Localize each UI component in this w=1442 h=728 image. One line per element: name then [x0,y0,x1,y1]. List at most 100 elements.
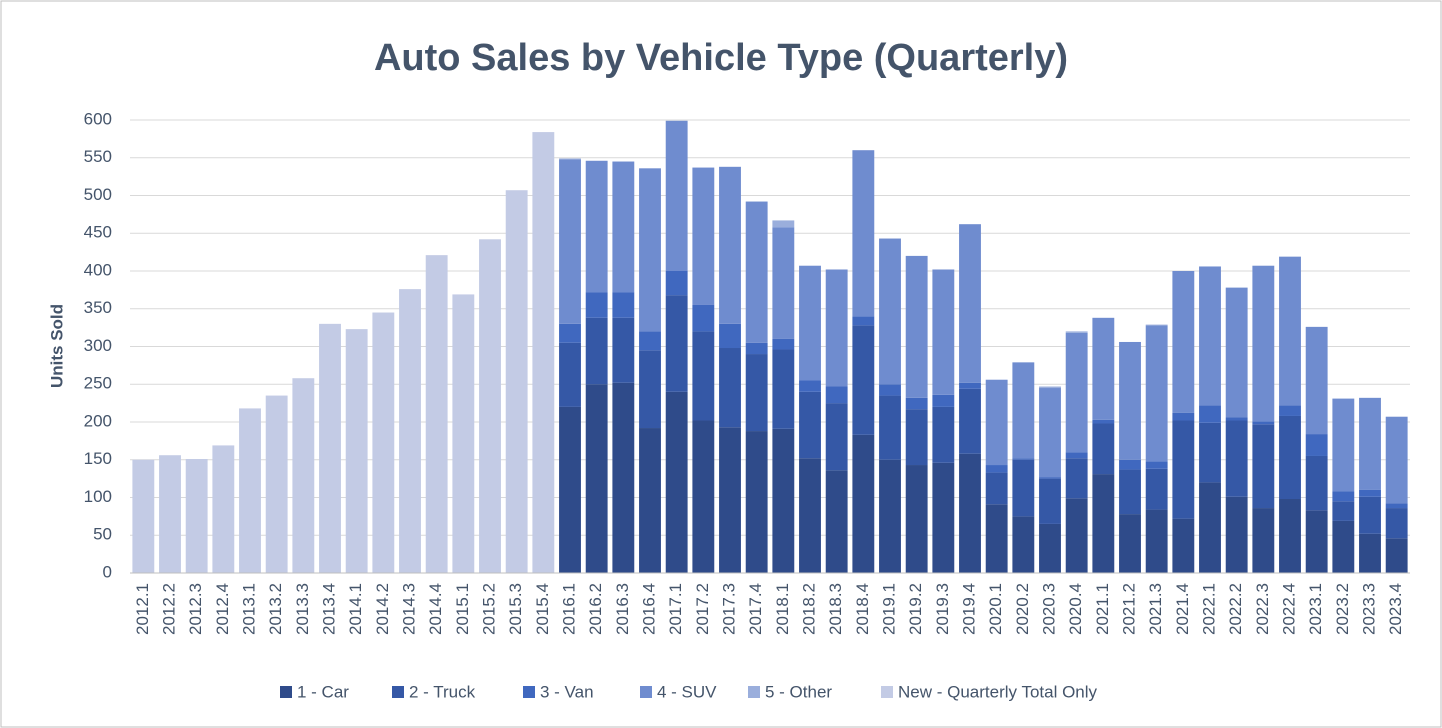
bar-segment [1279,405,1301,416]
bar-segment [612,292,635,318]
bar-segment [1172,518,1195,573]
bar-segment [1332,520,1355,573]
x-tick-label: 2013.2 [266,583,285,635]
x-tick-label: 2017.1 [666,583,685,635]
bar-segment [1145,468,1168,510]
bar-segment [959,382,981,389]
bar-segment [479,239,501,574]
bar-segment [852,434,875,573]
bar-segment [772,428,795,573]
x-tick-label: 2015.4 [533,583,552,635]
x-tick-label: 2012.4 [213,583,232,635]
y-tick-label: 0 [103,562,112,581]
x-tick-label: 2016.2 [586,583,605,635]
bar-segment [1065,331,1088,333]
bar-segment [719,166,741,324]
bar-segment [559,158,581,160]
bar-segment [1252,508,1275,573]
x-tick-label: 2016.3 [613,583,632,635]
bar-segment [1252,421,1275,425]
y-tick-label: 50 [93,525,112,544]
x-tick-label: 2013.3 [293,583,312,635]
bar-segment [985,465,1008,473]
bar-segment [719,348,741,428]
bar-segment [879,384,901,396]
y-tick-label: 500 [84,185,112,204]
bar-segment [1065,332,1088,453]
y-tick-label: 150 [84,449,112,468]
bar-segment [1012,459,1035,517]
bar-segment [719,323,741,349]
legend-label: 2 - Truck [409,682,476,701]
bar-segment [559,342,581,407]
legend-swatch [523,686,535,698]
bar-segment [612,382,635,573]
bar-segment [1359,496,1381,534]
bar-segment [799,391,821,459]
bar-segment [1119,514,1141,573]
bar-segment [745,431,768,573]
x-tick-label: 2014.1 [346,583,365,635]
bar-segment [1065,498,1088,573]
bar-segment [1332,398,1355,492]
bar-segment [799,265,821,381]
bar-segment [585,160,608,293]
x-tick-label: 2018.4 [853,583,872,635]
bar-segment [1039,478,1061,524]
x-tick-label: 2016.1 [559,583,578,635]
x-tick-label: 2015.2 [479,583,498,635]
x-tick-label: 2023.4 [1386,583,1405,635]
bar-segment [1065,458,1088,499]
bar-segment [1359,489,1381,497]
x-tick-label: 2022.4 [1279,583,1298,635]
chart-title: Auto Sales by Vehicle Type (Quarterly) [374,37,1068,79]
x-tick-label: 2018.1 [773,583,792,635]
bar-segment [745,201,768,343]
bar-segment [825,269,848,387]
x-tick-label: 2014.2 [373,583,392,635]
x-tick-label: 2017.4 [746,583,765,635]
bar-segment [372,312,395,573]
x-tick-label: 2021.3 [1146,583,1165,635]
bar-segment [345,329,368,573]
y-tick-label: 300 [84,336,112,355]
bar-segment [745,354,768,432]
x-tick-label: 2014.3 [399,583,418,635]
bar-segment [159,455,181,573]
y-axis-title: Units Sold [47,304,66,388]
bar-segment [1305,434,1328,456]
bar-segment [905,255,928,398]
x-tick-label: 2022.1 [1199,583,1218,635]
y-tick-label: 100 [84,487,112,506]
bar-segment [852,150,875,317]
bar-segment [1012,362,1035,459]
x-tick-label: 2022.2 [1226,583,1245,635]
bar-segment [132,459,155,573]
bar-segment [639,168,661,332]
bar-segment [1225,417,1248,421]
bar-segment [1359,397,1381,490]
bar-segment [212,445,235,573]
bar-segment [1199,266,1221,406]
bar-segment [825,386,848,404]
x-tick-label: 2023.3 [1359,583,1378,635]
bar-segment [612,317,635,383]
x-tick-label: 2013.4 [319,583,338,635]
bar-segment [825,470,848,573]
y-tick-label: 600 [84,109,112,128]
bar-segment [1092,419,1115,424]
bar-segment [1092,423,1115,475]
bar-segment [1359,533,1381,573]
x-tick-label: 2014.4 [426,583,445,635]
bar-segment [425,255,448,573]
x-tick-label: 2022.3 [1253,583,1272,635]
bar-segment [1252,265,1275,422]
bar-segment [1145,325,1168,462]
x-tick-label: 2019.2 [906,583,925,635]
x-tick-label: 2021.1 [1093,583,1112,635]
bar-segment [585,292,608,318]
y-tick-label: 350 [84,298,112,317]
legend-swatch [280,686,292,698]
y-tick-label: 250 [84,374,112,393]
bar-segment [559,159,581,324]
